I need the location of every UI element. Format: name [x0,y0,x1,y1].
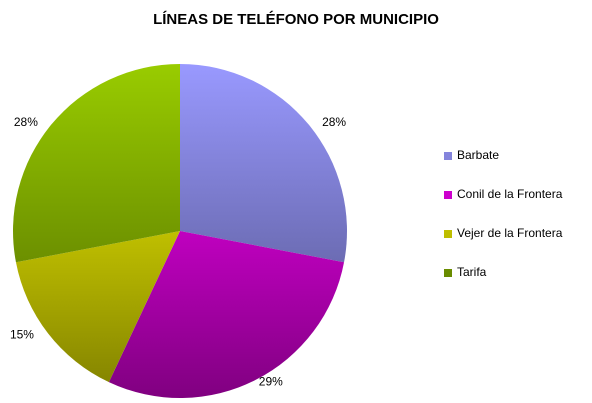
pie-slice [180,64,347,263]
legend-label: Tarifa [457,265,487,279]
legend-swatch [444,230,452,238]
pie-slice [108,231,345,398]
data-label: 28% [14,115,38,129]
legend-label: Barbate [457,148,499,162]
data-label: 28% [322,115,346,129]
legend-label: Vejer de la Frontera [457,226,563,240]
pie-slice [12,64,180,263]
legend-swatch [444,152,452,160]
pie-slice [15,231,181,383]
chart-title: LÍNEAS DE TELÉFONO POR MUNICIPIO [153,11,439,28]
legend-label: Conil de la Frontera [457,187,563,201]
legend-swatch [444,191,452,199]
data-label: 29% [259,375,283,389]
data-label: 15% [10,327,34,341]
legend-swatch [444,269,452,277]
